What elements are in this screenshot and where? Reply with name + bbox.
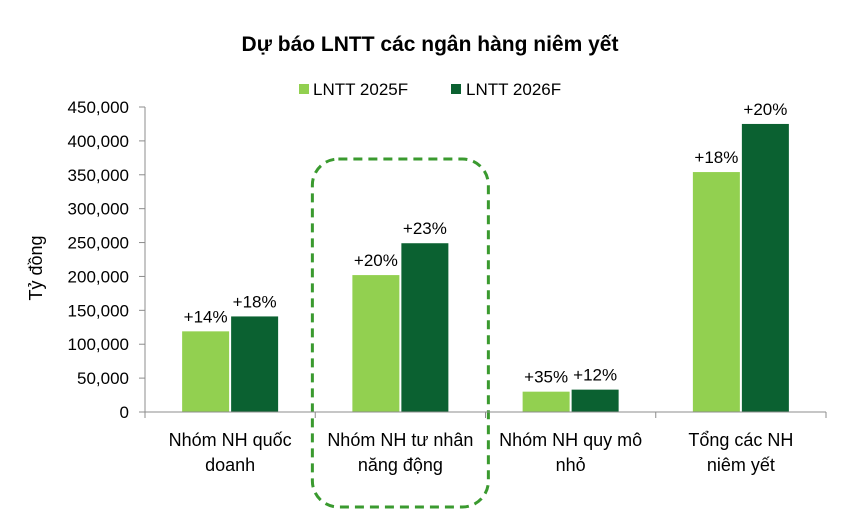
legend-swatch	[451, 84, 461, 94]
x-category-label: Nhóm NH tư nhân	[327, 430, 473, 450]
highlight-box	[310, 157, 490, 509]
bar-data-label: +20%	[354, 251, 398, 270]
bar	[741, 123, 789, 412]
chart-title: Dự báo LNTT các ngân hàng niêm yết	[242, 33, 619, 56]
x-axis: Nhóm NH quốc doanh Nhóm NH tư nhân năng độn…	[144, 411, 827, 475]
x-category-label: Nhóm NH quy mô	[499, 430, 642, 450]
bar	[352, 275, 400, 412]
bar-data-label: +14%	[184, 307, 228, 326]
bar	[522, 391, 570, 412]
y-axis: 0 50,000 100,000 150,000 200,000 250,000 300,0…	[68, 98, 146, 422]
x-category-label: nhỏ	[556, 455, 586, 475]
y-tick-label: 400,000	[68, 132, 129, 151]
x-category-label: Tổng các NH	[688, 430, 793, 450]
legend-label: LNTT 2025F	[313, 80, 408, 99]
bar-data-label: +35%	[524, 368, 568, 387]
y-tick-label: 350,000	[68, 166, 129, 185]
legend-swatch	[299, 84, 309, 94]
bar	[182, 331, 230, 412]
y-tick-label: 150,000	[68, 301, 129, 320]
bar-data-label: +12%	[573, 366, 617, 385]
x-category-label: Nhóm NH quốc	[169, 430, 292, 450]
bar-data-label: +18%	[233, 292, 277, 311]
legend: LNTT 2025F LNTT 2026F	[299, 80, 561, 99]
bars: +14% +18% +20% +23% +35% +12% +18% +20%	[182, 100, 789, 412]
highlight-dashed-box	[310, 157, 490, 509]
y-tick-label: 300,000	[68, 200, 129, 219]
y-tick-label: 100,000	[68, 335, 129, 354]
y-tick-label: 50,000	[77, 369, 129, 388]
bar	[571, 389, 619, 412]
y-tick-label: 0	[120, 403, 129, 422]
x-category-label: doanh	[205, 455, 255, 475]
y-tick-label: 450,000	[68, 98, 129, 117]
bar-data-label: +18%	[694, 148, 738, 167]
bar	[692, 172, 740, 412]
legend-label: LNTT 2026F	[466, 80, 561, 99]
y-axis-label: Tỷ đồng	[26, 235, 46, 300]
y-tick-label: 200,000	[68, 267, 129, 286]
x-category-label: niêm yết	[707, 455, 775, 475]
bar	[401, 243, 449, 412]
bar-data-label: +23%	[403, 219, 447, 238]
y-tick-label: 250,000	[68, 234, 129, 253]
bar	[231, 316, 279, 412]
x-category-label: năng động	[358, 455, 443, 475]
bar-data-label: +20%	[743, 100, 787, 119]
